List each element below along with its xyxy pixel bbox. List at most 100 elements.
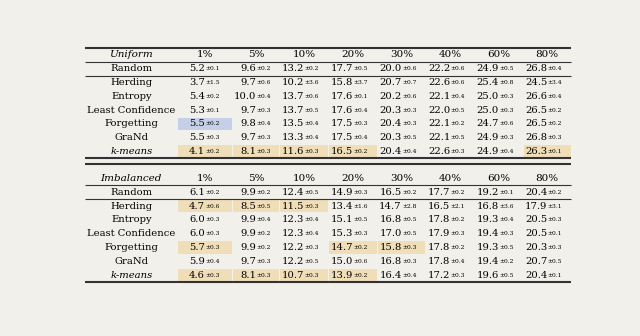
Text: 26.3: 26.3 — [525, 147, 547, 156]
Text: 11.6: 11.6 — [282, 147, 304, 156]
Text: ±0.3: ±0.3 — [353, 231, 368, 236]
Text: 10.7: 10.7 — [282, 270, 304, 280]
Text: ±0.3: ±0.3 — [353, 122, 368, 126]
Text: 20%: 20% — [341, 174, 364, 183]
Text: ±0.2: ±0.2 — [451, 122, 465, 126]
Text: 22.1: 22.1 — [428, 92, 451, 101]
FancyBboxPatch shape — [378, 241, 426, 254]
Text: 13.3: 13.3 — [282, 133, 304, 142]
Text: ±0.2: ±0.2 — [205, 122, 220, 126]
Text: Least Confidence: Least Confidence — [87, 106, 175, 115]
Text: 26.8: 26.8 — [525, 64, 547, 73]
Text: 6.0: 6.0 — [189, 215, 205, 224]
Text: ±0.3: ±0.3 — [257, 259, 271, 264]
Text: 15.8: 15.8 — [330, 78, 353, 87]
Text: ±0.3: ±0.3 — [353, 190, 368, 195]
Text: 17.8: 17.8 — [428, 215, 451, 224]
Text: ±0.5: ±0.5 — [500, 66, 514, 71]
Text: 60%: 60% — [488, 174, 511, 183]
Text: Forgetting: Forgetting — [104, 243, 158, 252]
Text: 6.1: 6.1 — [189, 188, 205, 197]
Text: Random: Random — [110, 188, 152, 197]
Text: 20.5: 20.5 — [525, 215, 547, 224]
Text: ±0.4: ±0.4 — [257, 94, 271, 99]
Text: ±0.4: ±0.4 — [257, 122, 271, 126]
Text: ±0.3: ±0.3 — [402, 122, 417, 126]
Text: 5.5: 5.5 — [189, 133, 205, 142]
Text: ±0.3: ±0.3 — [205, 272, 220, 278]
Text: 9.7: 9.7 — [240, 257, 256, 266]
Text: 80%: 80% — [536, 50, 559, 59]
Text: ±0.5: ±0.5 — [305, 259, 319, 264]
Text: ±0.2: ±0.2 — [402, 190, 417, 195]
Text: ±0.2: ±0.2 — [451, 190, 465, 195]
Text: ±0.3: ±0.3 — [451, 149, 465, 154]
Text: ±0.3: ±0.3 — [257, 149, 271, 154]
Text: GraNd: GraNd — [115, 133, 148, 142]
Text: ±1.6: ±1.6 — [353, 204, 368, 209]
Text: ±0.2: ±0.2 — [548, 122, 562, 126]
Text: ±0.2: ±0.2 — [353, 272, 368, 278]
Text: 9.9: 9.9 — [240, 243, 256, 252]
Text: ±0.1: ±0.1 — [500, 190, 514, 195]
Text: 80%: 80% — [536, 174, 559, 183]
Text: 17.9: 17.9 — [428, 229, 451, 238]
FancyBboxPatch shape — [233, 269, 279, 281]
Text: 12.3: 12.3 — [282, 229, 304, 238]
Text: Forgetting: Forgetting — [104, 120, 158, 128]
Text: ±3.6: ±3.6 — [305, 80, 319, 85]
Text: 24.9: 24.9 — [477, 133, 499, 142]
Text: 16.8: 16.8 — [380, 257, 402, 266]
Text: 20.3: 20.3 — [525, 243, 547, 252]
FancyBboxPatch shape — [178, 118, 232, 130]
Text: 17.5: 17.5 — [330, 120, 353, 128]
Text: 20.7: 20.7 — [380, 78, 402, 87]
Text: k-means: k-means — [110, 270, 152, 280]
Text: 6.0: 6.0 — [189, 229, 205, 238]
Text: ±0.6: ±0.6 — [205, 204, 220, 209]
Text: 5.7: 5.7 — [189, 243, 205, 252]
Text: 24.7: 24.7 — [477, 120, 499, 128]
Text: ±0.3: ±0.3 — [257, 272, 271, 278]
Text: ±0.4: ±0.4 — [305, 231, 319, 236]
Text: ±0.2: ±0.2 — [451, 245, 465, 250]
Text: 16.4: 16.4 — [380, 270, 402, 280]
Text: 1%: 1% — [196, 174, 213, 183]
Text: 17.0: 17.0 — [380, 229, 402, 238]
Text: ±0.4: ±0.4 — [500, 217, 514, 222]
Text: 16.5: 16.5 — [380, 188, 402, 197]
Text: 9.7: 9.7 — [240, 106, 256, 115]
Text: 16.5: 16.5 — [428, 202, 451, 211]
FancyBboxPatch shape — [524, 145, 570, 158]
Text: 8.1: 8.1 — [240, 147, 256, 156]
FancyBboxPatch shape — [329, 241, 377, 254]
Text: 15.8: 15.8 — [380, 243, 402, 252]
Text: ±0.5: ±0.5 — [402, 231, 417, 236]
Text: 12.3: 12.3 — [282, 215, 304, 224]
Text: ±0.3: ±0.3 — [451, 272, 465, 278]
Text: ±0.4: ±0.4 — [353, 135, 368, 140]
Text: ±0.6: ±0.6 — [305, 94, 319, 99]
Text: 11.5: 11.5 — [282, 202, 304, 211]
Text: ±0.3: ±0.3 — [257, 108, 271, 113]
Text: ±0.3: ±0.3 — [205, 245, 220, 250]
Text: 30%: 30% — [390, 50, 413, 59]
Text: 13.9: 13.9 — [330, 270, 353, 280]
Text: ±0.2: ±0.2 — [500, 259, 514, 264]
FancyBboxPatch shape — [178, 145, 232, 158]
Text: 25.4: 25.4 — [477, 78, 499, 87]
Text: ±0.1: ±0.1 — [548, 231, 562, 236]
Text: ±0.1: ±0.1 — [353, 94, 368, 99]
Text: ±0.3: ±0.3 — [548, 135, 562, 140]
Text: 10%: 10% — [292, 174, 316, 183]
Text: ±0.3: ±0.3 — [402, 245, 417, 250]
Text: ±0.4: ±0.4 — [305, 217, 319, 222]
Text: ±0.6: ±0.6 — [257, 80, 271, 85]
Text: 8.1: 8.1 — [240, 270, 256, 280]
Text: Entropy: Entropy — [111, 215, 152, 224]
Text: 17.9: 17.9 — [525, 202, 547, 211]
Text: 10.0: 10.0 — [234, 92, 256, 101]
Text: 40%: 40% — [439, 174, 462, 183]
Text: 20.2: 20.2 — [380, 92, 402, 101]
FancyBboxPatch shape — [329, 269, 377, 281]
